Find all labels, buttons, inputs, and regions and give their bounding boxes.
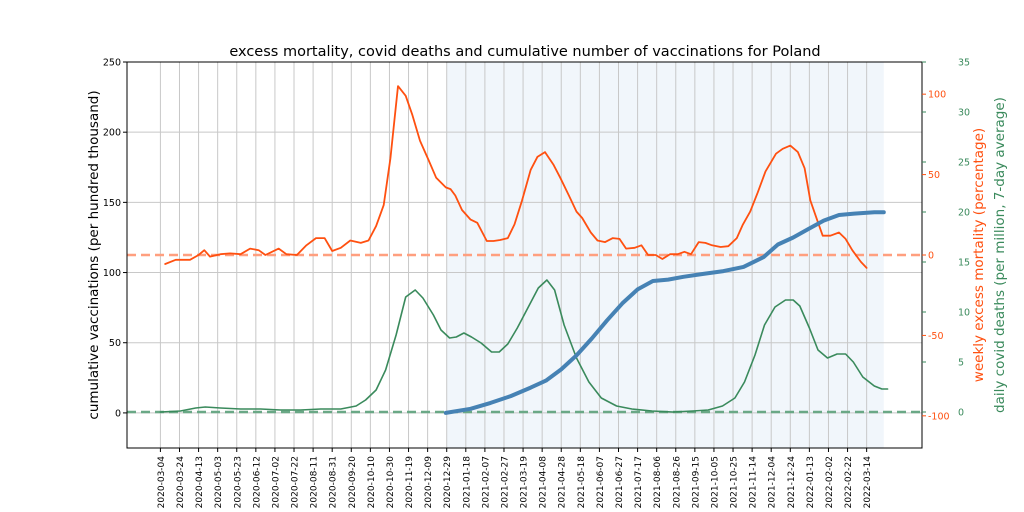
x-tick-label: 2021-10-05 (710, 456, 720, 508)
x-tick-label: 2021-06-27 (615, 456, 625, 508)
x-tick-label: 2021-11-14 (749, 456, 759, 509)
chart-title: excess mortality, covid deaths and cumul… (229, 44, 820, 60)
x-tick-label: 2020-10-10 (367, 456, 377, 509)
deaths-tick-label: 10 (958, 308, 970, 319)
excess-tick-label: 50 (928, 170, 940, 181)
left-tick-label: 200 (103, 128, 121, 139)
x-tick-label: 2021-02-07 (481, 456, 491, 508)
excess-tick-label: -50 (928, 331, 944, 342)
excess-tick-label: -100 (928, 411, 950, 422)
x-tick-label: 2021-09-15 (691, 456, 701, 508)
x-tick-label: 2021-08-26 (672, 456, 682, 509)
x-tick-label: 2021-02-27 (500, 456, 510, 508)
right-axis-excess: -100 -50 0 50 100 (922, 90, 950, 422)
x-tick-label: 2020-08-11 (310, 456, 320, 508)
series-lines (159, 85, 889, 415)
x-tick-label: 2020-11-19 (405, 456, 415, 509)
deaths-tick-label: 15 (958, 258, 970, 269)
x-tick-label: 2022-01-13 (806, 456, 816, 508)
left-axis: 0 50 100 150 200 250 (103, 58, 127, 419)
vaccinations-line (443, 210, 886, 415)
x-tick-label: 2020-04-13 (195, 456, 205, 508)
left-tick-label: 50 (109, 338, 121, 349)
x-tick-label: 2021-05-18 (577, 456, 587, 509)
reference-lines (127, 253, 922, 414)
deaths-tick-label: 20 (958, 208, 970, 219)
x-tick-label: 2021-04-28 (558, 456, 568, 509)
left-tick-label: 150 (103, 198, 121, 209)
deaths-tick-label: 5 (958, 358, 964, 369)
x-tick-label: 2020-05-23 (233, 456, 243, 508)
x-tick-label: 2021-08-06 (653, 456, 663, 509)
x-tick-label: 2021-10-25 (730, 456, 740, 508)
deaths-tick-label: 25 (958, 158, 970, 169)
x-tick-label: 2020-05-03 (214, 456, 224, 508)
x-tick-label: 2020-07-02 (271, 456, 281, 508)
deaths-tick-label: 35 (958, 58, 970, 69)
excess-mortality-line (164, 85, 868, 269)
x-tick-label: 2020-12-29 (443, 456, 453, 509)
excess-tick-label: 0 (928, 251, 934, 262)
right-axis-deaths-label: daily covid deaths (per million, 7-day a… (992, 97, 1008, 413)
covid-deaths-line (159, 279, 889, 413)
x-tick-label: 2021-03-19 (520, 456, 530, 509)
excess-tick-label: 100 (928, 90, 946, 101)
right-axis-deaths: 0 5 10 15 20 25 30 35 (922, 58, 970, 419)
x-tick-label: 2020-08-31 (329, 456, 339, 508)
x-tick-label: 2021-06-07 (596, 456, 606, 508)
x-tick-label: 2020-10-30 (386, 456, 396, 509)
x-tick-label: 2020-09-20 (348, 456, 358, 509)
left-tick-label: 250 (103, 58, 121, 69)
left-tick-label: 100 (103, 268, 121, 279)
x-tick-label: 2021-07-17 (634, 456, 644, 508)
x-tick-label: 2021-12-24 (787, 456, 797, 509)
x-tick-label: 2021-04-08 (539, 456, 549, 509)
x-tick-label: 2021-12-04 (768, 456, 778, 509)
x-tick-label: 2022-03-14 (863, 456, 873, 509)
x-tick-label: 2020-03-24 (176, 456, 186, 509)
x-tick-label: 2020-07-22 (291, 456, 301, 508)
left-tick-label: 0 (115, 408, 121, 419)
right-axis-excess-label: weekly excess mortality (percentage) (971, 128, 987, 382)
x-tick-label: 2020-03-04 (157, 456, 167, 509)
x-tick-label: 2021-01-18 (462, 456, 472, 509)
left-axis-label: cumulative vaccinations (per hundred tho… (86, 90, 102, 419)
deaths-tick-label: 30 (958, 108, 970, 119)
x-tick-label: 2020-06-12 (252, 456, 262, 508)
x-tick-label: 2022-02-02 (825, 456, 835, 508)
x-tick-label: 2020-12-09 (424, 456, 434, 509)
deaths-tick-label: 0 (958, 408, 964, 419)
x-tick-label: 2022-02-22 (844, 456, 854, 508)
x-axis: 2020-03-04 2020-03-24 2020-04-13 2020-05-03… (157, 448, 873, 508)
